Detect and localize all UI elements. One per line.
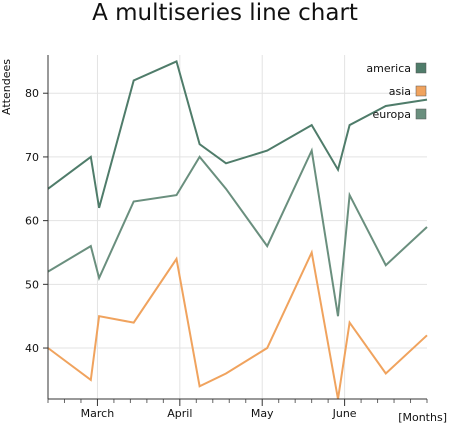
- x-tick-label: June: [332, 407, 357, 420]
- y-tick-label: 40: [25, 342, 39, 355]
- grid: [48, 55, 427, 399]
- x-tick-label: April: [167, 407, 192, 420]
- legend-swatch-america: [415, 62, 427, 74]
- x-tick-label: May: [251, 407, 274, 420]
- legend-swatch-europa: [415, 108, 427, 120]
- y-tick-label: 60: [25, 215, 39, 228]
- legend-swatch-asia: [415, 85, 427, 97]
- legend-label-europa: europa: [373, 108, 411, 121]
- x-axis-label: [Months]: [398, 411, 447, 424]
- y-tick-label: 70: [25, 151, 39, 164]
- series-lines: [47, 60, 428, 400]
- series-line-europa: [47, 147, 428, 317]
- y-tick-label: 50: [25, 278, 39, 291]
- axes: 40 50 60 70 80 March April May June: [25, 55, 428, 420]
- y-tick-label: 80: [25, 87, 39, 100]
- x-tick-label: March: [81, 407, 115, 420]
- series-line-america: [47, 60, 428, 209]
- legend-label-asia: asia: [389, 85, 411, 98]
- chart-title: A multiseries line chart: [92, 0, 358, 26]
- series-line-asia: [47, 249, 428, 400]
- legend-label-america: america: [366, 62, 411, 75]
- y-axis-label: Attendees: [0, 59, 13, 115]
- legend: america asia europa: [366, 62, 427, 121]
